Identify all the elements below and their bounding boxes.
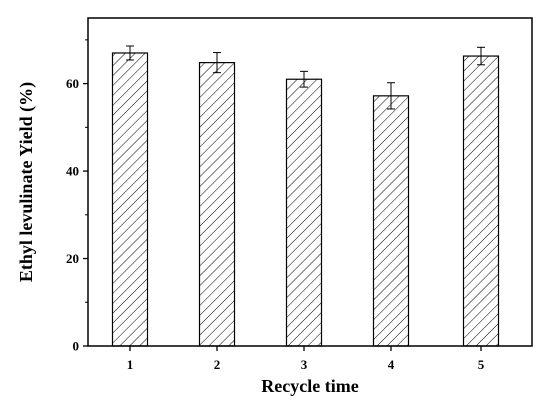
y-tick-label: 60	[66, 76, 79, 91]
y-tick-label: 0	[73, 339, 80, 354]
bar-5	[462, 55, 500, 347]
y-tick-label: 40	[66, 164, 79, 179]
bar-1	[111, 52, 149, 347]
x-axis: 1 2 3 4 5	[127, 346, 485, 372]
x-axis-title: Recycle time	[261, 376, 358, 396]
x-tick-label: 3	[301, 357, 308, 372]
y-axis: 0 20 40 60	[66, 39, 88, 354]
bar-2	[198, 62, 236, 347]
y-tick-label: 20	[66, 251, 79, 266]
x-tick-label: 2	[214, 357, 221, 372]
bar-3	[285, 78, 323, 347]
bars-group	[111, 45, 500, 347]
x-tick-label: 4	[388, 357, 395, 372]
x-tick-label: 1	[127, 357, 134, 372]
y-axis-title: Ethyl levulinate Yield (%)	[16, 82, 37, 282]
x-tick-label: 5	[478, 357, 485, 372]
bar-4	[372, 95, 410, 347]
